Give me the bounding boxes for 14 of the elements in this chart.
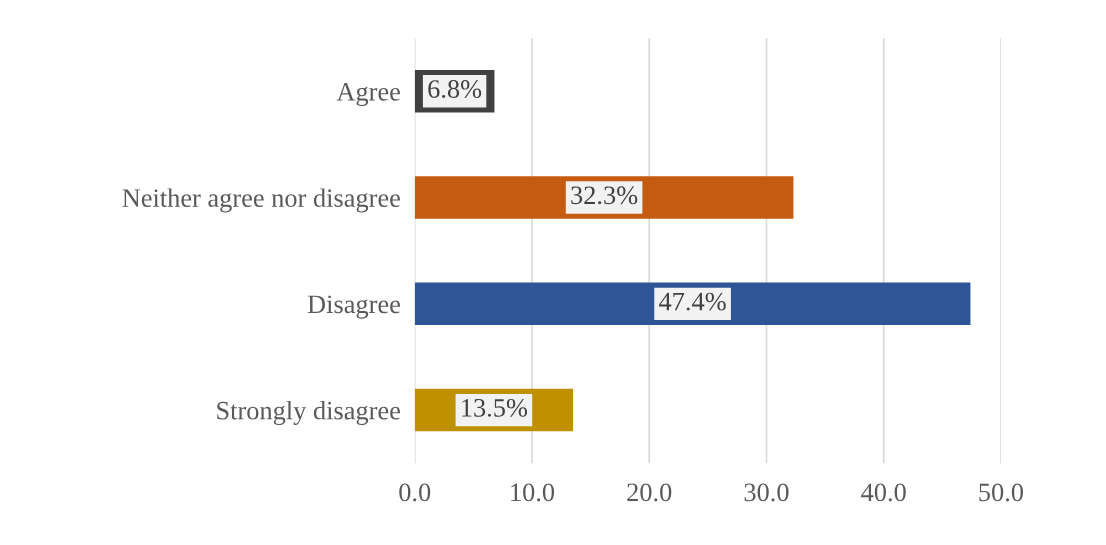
data-label: 32.3% <box>571 186 638 205</box>
y-tick-label: Strongly disagree <box>217 400 400 425</box>
data-label: 13.5% <box>462 398 528 417</box>
data-label: 47.4% <box>659 292 726 311</box>
x-tick-label: 40.0 <box>861 483 906 502</box>
data-label: 6.8% <box>428 80 482 99</box>
y-tick-label: Neither agree nor disagree <box>122 188 400 213</box>
x-tick-label: 0.0 <box>399 483 431 502</box>
x-tick-label: 30.0 <box>744 483 789 502</box>
x-tick-label: 20.0 <box>627 483 672 502</box>
y-tick-label: Agree <box>336 82 400 107</box>
y-tick-label: Disagree <box>307 295 400 319</box>
x-tick-label: 10.0 <box>511 483 555 502</box>
x-tick-label: 50.0 <box>979 483 1024 502</box>
